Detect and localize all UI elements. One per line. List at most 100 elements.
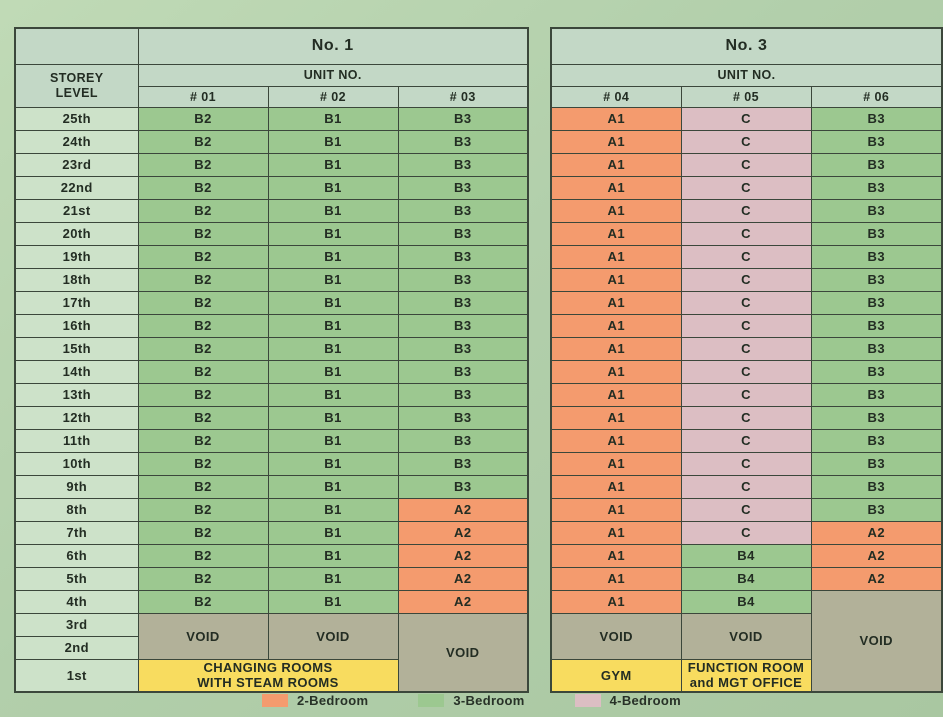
unit-no-header: UNIT NO. (137, 63, 529, 87)
table-row: A1 C B3 (550, 382, 943, 407)
unit-cell: B1 (267, 520, 399, 545)
unit-cell: C (680, 175, 812, 200)
unit-cell: B1 (267, 244, 399, 269)
unit-cell: A1 (550, 244, 682, 269)
table-row: 8th B2 B1 A2 (14, 497, 529, 522)
unit-cell: B3 (810, 106, 943, 131)
unit-cell: B1 (267, 336, 399, 361)
unit-cell: B3 (810, 129, 943, 154)
unit-cell: B3 (397, 267, 529, 292)
storey-cell: 17th (14, 290, 139, 315)
unit-cell: B1 (267, 474, 399, 499)
table-row: 16th B2 B1 B3 (14, 313, 529, 338)
table-row: A1 C B3 (550, 244, 943, 269)
legend-label: 4-Bedroom (609, 693, 681, 708)
table-row: 23rd B2 B1 B3 (14, 152, 529, 177)
unit-cell: A1 (550, 129, 682, 154)
storey-cell: 13th (14, 382, 139, 407)
table-row: A1 C B3 (550, 106, 943, 131)
unit-cell: B1 (267, 451, 399, 476)
table-row: 9th B2 B1 B3 (14, 474, 529, 499)
unit-cell: B1 (267, 267, 399, 292)
table-row: A1 C A2 (550, 520, 943, 545)
unit-cell: B3 (397, 198, 529, 223)
table-row: A1 C B3 (550, 290, 943, 315)
void-cell: VOID (550, 612, 682, 660)
unit-cell: B3 (397, 175, 529, 200)
unit-cell: C (680, 244, 812, 269)
unit-cell: B3 (810, 336, 943, 361)
storey-cell: 9th (14, 474, 139, 499)
table-row: A1 C B3 (550, 336, 943, 361)
unit-cell: B4 (680, 566, 812, 591)
facility-cell: GYM (550, 658, 682, 693)
unit-cell: B1 (267, 382, 399, 407)
storey-cell: 23rd (14, 152, 139, 177)
unit-cell: B3 (810, 313, 943, 338)
unit-cell: B3 (810, 290, 943, 315)
storey-cell: 11th (14, 428, 139, 453)
unit-cell: A2 (397, 520, 529, 545)
unit-cell: B2 (137, 313, 269, 338)
unit-cell: B2 (137, 267, 269, 292)
legend-swatch-pink (574, 694, 601, 707)
unit-cell: C (680, 382, 812, 407)
storey-cell: 19th (14, 244, 139, 269)
unit-cell: C (680, 474, 812, 499)
unit-cell: C (680, 152, 812, 177)
unit-cell: C (680, 313, 812, 338)
unit-cell: C (680, 221, 812, 246)
legend-item-4-bedroom: 4-Bedroom (574, 693, 681, 708)
table-row: A1 C B3 (550, 405, 943, 430)
unit-cell: B3 (397, 290, 529, 315)
unit-cell: A1 (550, 198, 682, 223)
unit-cell: A1 (550, 359, 682, 384)
unit-cell: B2 (137, 405, 269, 430)
unit-cell: B3 (810, 198, 943, 223)
table-row: 22nd B2 B1 B3 (14, 175, 529, 200)
storey-cell: 10th (14, 451, 139, 476)
facility-cell: FUNCTION ROOM and MGT OFFICE (680, 658, 812, 693)
table-row: A1 B4 VOID (550, 589, 943, 693)
table-row: 10th B2 B1 B3 (14, 451, 529, 476)
unit-mix-table-no3: No. 3 UNIT NO. # 04 # 05 # 06 A1 C B3 A1 C B3 A1 C B3… (550, 27, 943, 693)
unit-cell: B3 (810, 497, 943, 522)
table-title: No. 3 (550, 27, 943, 65)
table-row: A1 C B3 (550, 221, 943, 246)
unit-cell: B1 (267, 359, 399, 384)
unit-cell: B3 (397, 405, 529, 430)
unit-cell: B3 (397, 313, 529, 338)
unit-cell: C (680, 520, 812, 545)
unit-cell: B2 (137, 359, 269, 384)
unit-cell: B3 (397, 359, 529, 384)
legend-swatch-green (418, 694, 445, 707)
unit-cell: B2 (137, 106, 269, 131)
table-row: A1 C B3 (550, 267, 943, 292)
storey-cell: 12th (14, 405, 139, 430)
unit-cell: A1 (550, 290, 682, 315)
void-cell: VOID (680, 612, 812, 660)
unit-cell: B3 (397, 382, 529, 407)
unit-cell: B1 (267, 290, 399, 315)
legend: 2-Bedroom 3-Bedroom 4-Bedroom (262, 693, 681, 708)
unit-cell: B1 (267, 106, 399, 131)
unit-cell: A1 (550, 451, 682, 476)
unit-cell: B4 (680, 543, 812, 568)
table-row: 4th B2 B1 A2 (14, 589, 529, 614)
unit-cell: C (680, 129, 812, 154)
void-cell: VOID (397, 612, 529, 693)
table-row: 25th B2 B1 B3 (14, 106, 529, 131)
void-cell: VOID (810, 589, 943, 693)
legend-label: 2-Bedroom (297, 693, 369, 708)
table-row: 19th B2 B1 B3 (14, 244, 529, 269)
unit-no-header: UNIT NO. (550, 63, 943, 87)
unit-column-header: # 05 (680, 85, 812, 108)
unit-cell: B3 (810, 244, 943, 269)
unit-cell: B3 (397, 221, 529, 246)
table-row: 1st CHANGING ROOMS WITH STEAM ROOMS (14, 658, 528, 693)
storey-cell: 21st (14, 198, 139, 223)
unit-cell: B1 (267, 497, 399, 522)
unit-cell: B3 (397, 474, 529, 499)
unit-cell: C (680, 359, 812, 384)
unit-cell: B3 (810, 428, 943, 453)
